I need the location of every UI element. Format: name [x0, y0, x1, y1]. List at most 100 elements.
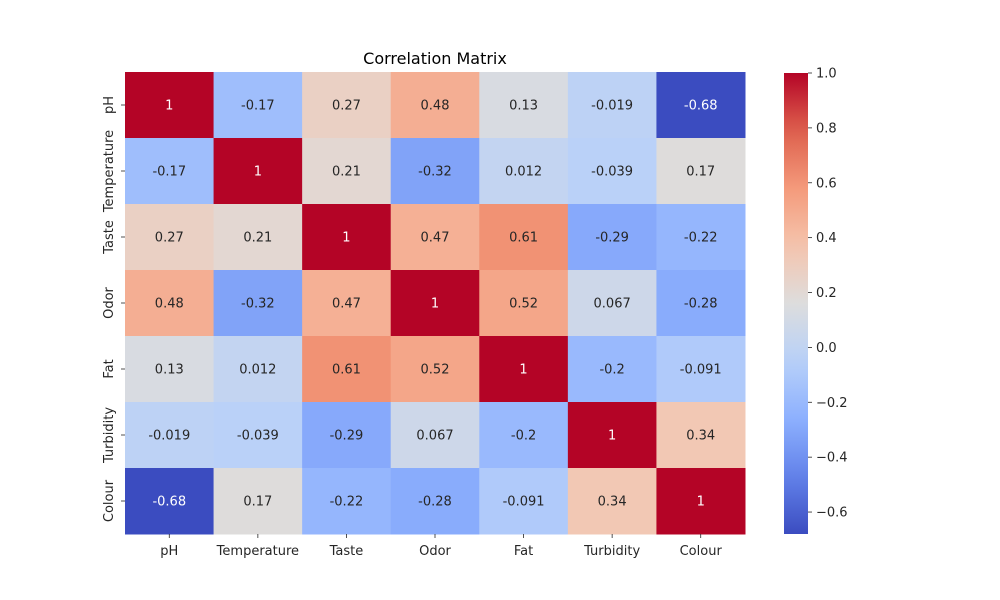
cell-value-label: 0.61 — [332, 363, 361, 378]
row-label: Colour — [102, 479, 117, 522]
cell-value-label: -0.28 — [684, 297, 718, 312]
colorbar-tick-label: 0.8 — [816, 121, 837, 136]
cell-value-label: -0.2 — [511, 429, 536, 444]
heatmap-cell — [302, 468, 392, 535]
column-label: pH — [160, 544, 178, 559]
heatmap-cell — [656, 72, 746, 139]
heatmap-cell — [479, 204, 569, 271]
colorbar-tick-label: 1.0 — [816, 67, 837, 82]
heatmap-cell — [479, 468, 569, 535]
heatmap-cell — [390, 138, 480, 205]
column-label: Temperature — [216, 544, 299, 559]
heatmap-cell — [390, 468, 480, 535]
column-label: Fat — [514, 544, 533, 559]
cell-value-label: -0.039 — [237, 429, 279, 444]
row-label: Turbidity — [102, 407, 117, 464]
cell-value-label: 0.27 — [155, 231, 184, 246]
heatmap-cell — [302, 402, 392, 469]
column-labels: pH Temperature Taste Odor Fat Turbidity Colour — [160, 534, 722, 559]
cell-value-label: 0.34 — [598, 495, 627, 510]
cell-value-label: -0.019 — [148, 429, 190, 444]
colorbar-tick-label: −0.2 — [816, 396, 848, 411]
colorbar-tick-label: 0.0 — [816, 341, 837, 356]
cell-value-label: 0.21 — [332, 165, 361, 180]
cell-value-label: 0.47 — [421, 231, 450, 246]
cell-value-label: -0.019 — [591, 99, 633, 114]
colorbar-tick-label: 0.2 — [816, 286, 837, 301]
column-label: Taste — [329, 544, 364, 559]
row-label: Temperature — [102, 130, 117, 213]
cell-value-label: 1 — [608, 429, 616, 444]
heatmap-cell — [479, 72, 569, 139]
cell-value-label: -0.17 — [152, 165, 186, 180]
heatmap-cell — [213, 138, 303, 205]
column-label: Turbidity — [583, 544, 640, 559]
cell-value-label: -0.28 — [418, 495, 452, 510]
heatmap-cell — [390, 72, 480, 139]
heatmap-cell — [213, 72, 303, 139]
cell-value-label: 0.012 — [505, 165, 542, 180]
cell-value-label: 0.17 — [686, 165, 715, 180]
cell-value-label: 1 — [342, 231, 350, 246]
cell-value-label: 0.13 — [155, 363, 184, 378]
heatmap-cell — [567, 468, 657, 535]
cell-value-label: -0.32 — [418, 165, 452, 180]
heatmap-cell — [479, 336, 569, 403]
row-label: Taste — [102, 220, 117, 255]
heatmap-cell — [390, 402, 480, 469]
column-label: Odor — [419, 544, 451, 559]
heatmap-cell — [213, 468, 303, 535]
heatmap-cell — [213, 336, 303, 403]
heatmap-cell — [567, 72, 657, 139]
heatmap-cell — [567, 138, 657, 205]
cell-value-label: -0.29 — [330, 429, 364, 444]
heatmap-cell — [479, 138, 569, 205]
cell-value-label: 0.47 — [332, 297, 361, 312]
heatmap-cell — [567, 270, 657, 337]
row-label: Odor — [102, 286, 117, 318]
cell-value-label: 1 — [254, 165, 262, 180]
cell-value-label: -0.68 — [684, 99, 718, 114]
heatmap-cell — [302, 204, 392, 271]
heatmap-cell — [213, 270, 303, 337]
heatmap-cells: 1 -0.17 0.27 0.48 0.13 -0.019 -0.68 -0.17 1 0.21 -… — [125, 72, 746, 535]
cell-value-label: -0.29 — [595, 231, 629, 246]
cell-value-label: 0.34 — [686, 429, 715, 444]
cell-value-label: -0.2 — [599, 363, 624, 378]
cell-value-label: -0.17 — [241, 99, 275, 114]
colorbar-tick-label: 0.6 — [816, 176, 837, 191]
heatmap-cell — [125, 270, 215, 337]
cell-value-label: 0.067 — [594, 297, 631, 312]
cell-value-label: 0.012 — [239, 363, 276, 378]
cell-value-label: -0.22 — [330, 495, 364, 510]
row-label: Fat — [102, 359, 117, 378]
cell-value-label: -0.32 — [241, 297, 275, 312]
colorbar-tick-label: −0.6 — [816, 506, 848, 521]
heatmap-cell — [302, 72, 392, 139]
heatmap-cell — [390, 336, 480, 403]
heatmap-cell — [125, 72, 215, 139]
heatmap-cell — [656, 468, 746, 535]
cell-value-label: 0.52 — [421, 363, 450, 378]
cell-value-label: 0.21 — [243, 231, 272, 246]
row-labels: pH Temperature Taste Odor Fat Turbidity Colour — [102, 96, 125, 522]
heatmap-cell — [390, 204, 480, 271]
heatmap-cell — [656, 270, 746, 337]
cell-value-label: 0.067 — [416, 429, 453, 444]
heatmap-cell — [656, 336, 746, 403]
heatmap-cell — [302, 270, 392, 337]
cell-value-label: 1 — [697, 495, 705, 510]
heatmap-cell — [213, 204, 303, 271]
cell-value-label: -0.091 — [680, 363, 722, 378]
cell-value-label: 1 — [165, 99, 173, 114]
heatmap-cell — [479, 270, 569, 337]
colorbar-tick-label: 0.4 — [816, 231, 837, 246]
cell-value-label: -0.68 — [152, 495, 186, 510]
heatmap-cell — [656, 402, 746, 469]
cell-value-label: 0.27 — [332, 99, 361, 114]
cell-value-label: 0.52 — [509, 297, 538, 312]
heatmap-cell — [390, 270, 480, 337]
column-label: Colour — [680, 544, 723, 559]
colorbar-ticks: 1.0 0.8 0.6 0.4 0.2 0.0 −0.2 −0.4 −0.6 — [808, 67, 848, 521]
